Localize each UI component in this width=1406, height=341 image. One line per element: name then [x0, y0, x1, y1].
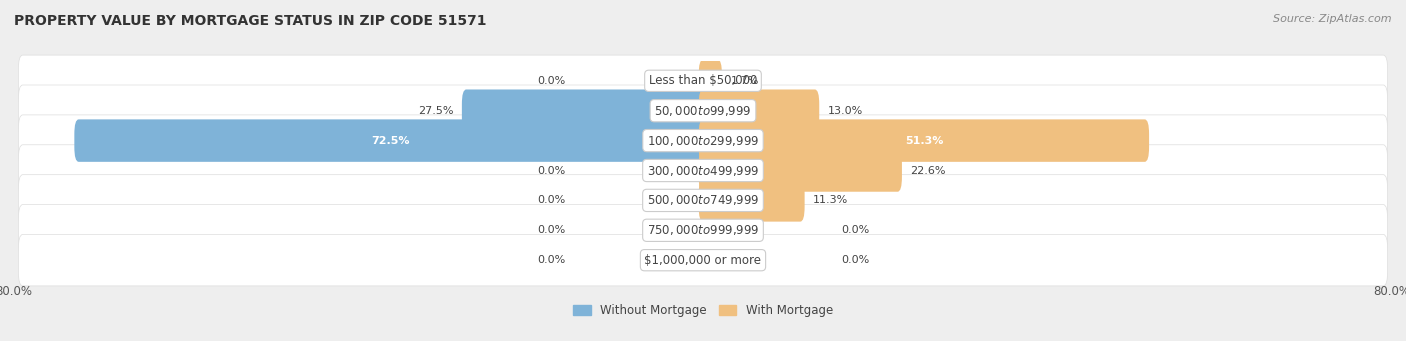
- Text: $750,000 to $999,999: $750,000 to $999,999: [647, 223, 759, 237]
- FancyBboxPatch shape: [18, 175, 1388, 226]
- Text: PROPERTY VALUE BY MORTGAGE STATUS IN ZIP CODE 51571: PROPERTY VALUE BY MORTGAGE STATUS IN ZIP…: [14, 14, 486, 28]
- Text: 22.6%: 22.6%: [911, 165, 946, 176]
- FancyBboxPatch shape: [18, 55, 1388, 106]
- FancyBboxPatch shape: [18, 145, 1388, 196]
- FancyBboxPatch shape: [699, 119, 1149, 162]
- Text: Less than $50,000: Less than $50,000: [648, 74, 758, 87]
- Text: 11.3%: 11.3%: [813, 195, 848, 205]
- Text: $50,000 to $99,999: $50,000 to $99,999: [654, 104, 752, 118]
- FancyBboxPatch shape: [18, 235, 1388, 286]
- FancyBboxPatch shape: [18, 205, 1388, 256]
- Text: Source: ZipAtlas.com: Source: ZipAtlas.com: [1274, 14, 1392, 24]
- Text: 1.7%: 1.7%: [731, 76, 759, 86]
- Text: 0.0%: 0.0%: [537, 165, 565, 176]
- Text: 0.0%: 0.0%: [841, 255, 869, 265]
- Text: 0.0%: 0.0%: [537, 225, 565, 235]
- FancyBboxPatch shape: [75, 119, 707, 162]
- Text: 0.0%: 0.0%: [537, 195, 565, 205]
- FancyBboxPatch shape: [699, 60, 721, 102]
- Text: 13.0%: 13.0%: [828, 106, 863, 116]
- Text: $300,000 to $499,999: $300,000 to $499,999: [647, 163, 759, 178]
- FancyBboxPatch shape: [461, 89, 707, 132]
- Text: $500,000 to $749,999: $500,000 to $749,999: [647, 193, 759, 207]
- FancyBboxPatch shape: [699, 179, 804, 222]
- Text: 72.5%: 72.5%: [371, 136, 411, 146]
- Text: 27.5%: 27.5%: [418, 106, 453, 116]
- FancyBboxPatch shape: [18, 115, 1388, 166]
- Text: $100,000 to $299,999: $100,000 to $299,999: [647, 134, 759, 148]
- Text: $1,000,000 or more: $1,000,000 or more: [644, 254, 762, 267]
- Text: 0.0%: 0.0%: [537, 255, 565, 265]
- Text: 51.3%: 51.3%: [904, 136, 943, 146]
- Text: 0.0%: 0.0%: [537, 76, 565, 86]
- FancyBboxPatch shape: [699, 149, 901, 192]
- FancyBboxPatch shape: [18, 85, 1388, 136]
- Text: 0.0%: 0.0%: [841, 225, 869, 235]
- FancyBboxPatch shape: [699, 89, 820, 132]
- Legend: Without Mortgage, With Mortgage: Without Mortgage, With Mortgage: [568, 299, 838, 322]
